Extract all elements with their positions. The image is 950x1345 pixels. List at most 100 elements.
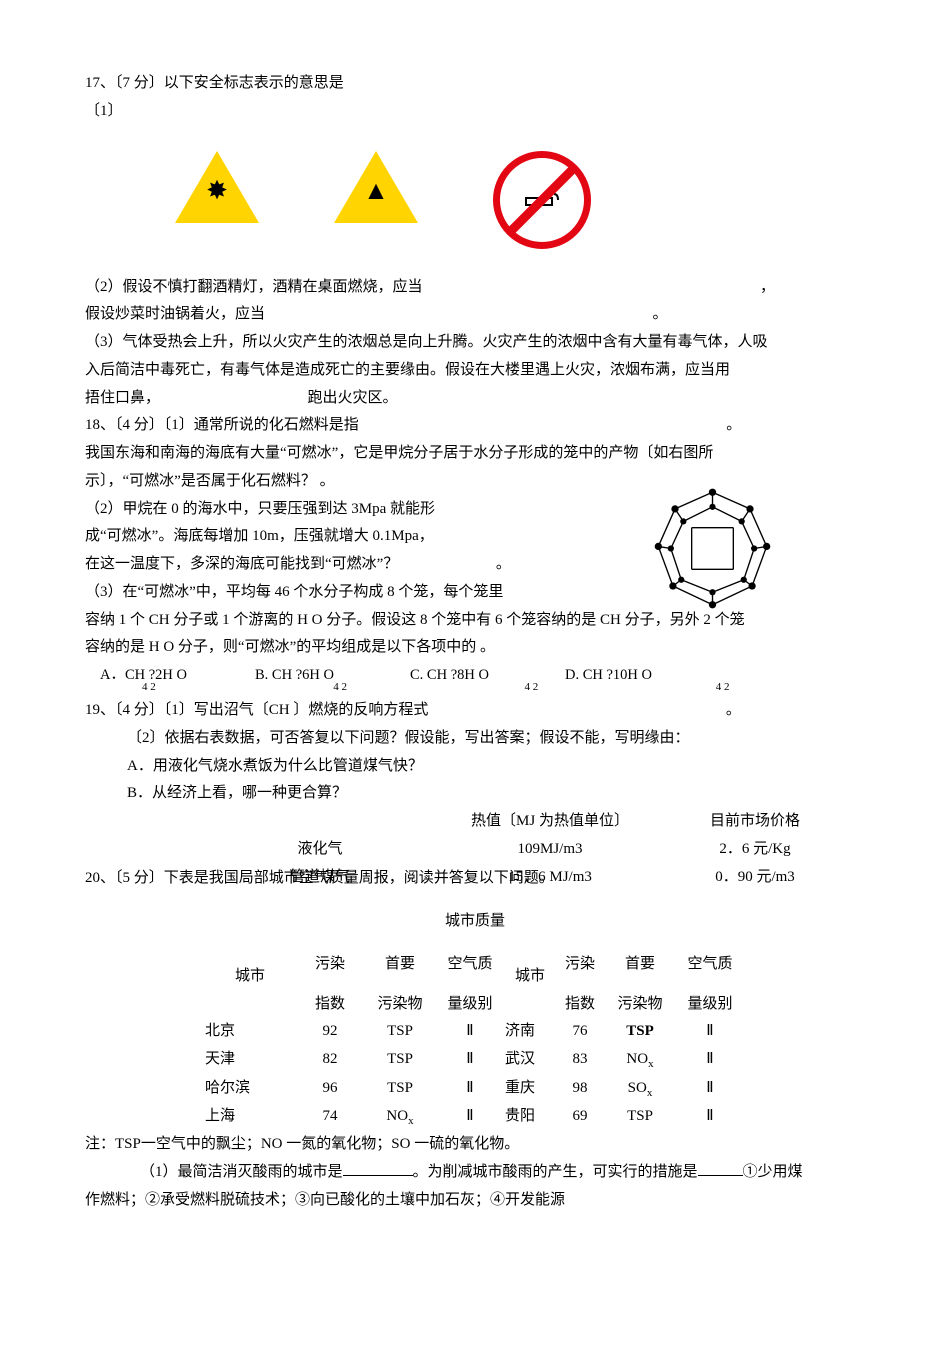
table-cell: SOx [605,1075,675,1103]
explosion-warning-icon: ✸ [175,151,259,223]
table-cell: Ⅱ [675,1018,745,1046]
col-pol-a2: 首要 [605,951,675,991]
q19-fuel-row1: 液化气 109MJ/m3 2．6 元/Kg [85,836,865,864]
q18-l7: 容纳 1 个 CH 分子或 1 个游离的 H O 分子。假设这 8 个笼中有 6… [85,607,865,635]
table-cell: 上海 [205,1103,295,1131]
col-pol-a: 首要 [365,951,435,991]
q20-title: 城市质量 [85,908,865,936]
col-idx-b2: 指数 [555,991,605,1019]
table-cell: TSP [605,1018,675,1046]
q17-line3c-a: 捂住口鼻， [85,390,160,406]
table-cell: 北京 [205,1018,295,1046]
q18-header: 18、〔4 分〕〔1〕通常所说的化石燃料是指 。 [85,412,865,440]
q19-header: 19、〔4 分〕〔1〕写出沼气〔CH 〕燃烧的反响方程式 。 [85,697,865,725]
no-smoking-icon [493,151,591,249]
table-cell: Ⅱ [675,1046,745,1074]
table-cell: TSP [605,1103,675,1131]
fuel-r2-price: 0．90 元/m3 [665,864,845,892]
table-row: 上海74NOxⅡ贵阳69TSPⅡ [205,1103,865,1131]
q18-l5-tail: 。 [496,556,511,572]
q17-line3c-b: 跑出火灾区。 [308,390,398,406]
q17-line2b: 假设炒菜时油锅着火，应当 。 [85,301,865,329]
table-cell: 96 [295,1075,365,1103]
fuel-r1-name: 液化气 [205,836,435,864]
col-idx-a: 污染 [295,951,365,991]
q17-line3c: 捂住口鼻， 跑出火灾区。 [85,385,865,413]
col-pol-b: 污染物 [365,991,435,1019]
q20-q1b: 。为削减城市酸雨的产生，可实行的措施是 [413,1164,698,1180]
q17-sub1: 〔1〕 [85,98,865,126]
q18-l5-text: 在这一温度下，多深的海底可能找到“可燃冰”？ [85,556,398,572]
q20-q1c: ①少用煤 [743,1164,803,1180]
table-cell: Ⅱ [435,1046,505,1074]
table-cell: 76 [555,1018,605,1046]
table-cell: 74 [295,1103,365,1131]
table-cell: 济南 [505,1018,555,1046]
table-cell: Ⅱ [435,1075,505,1103]
q17-line2a: （2）假设不慎打翻酒精灯，酒精在桌面燃烧，应当 ， [85,274,865,302]
q17-line3a: （3）气体受热会上升，所以火灾产生的浓烟总是向上升腾。火灾产生的浓烟中含有大量有… [85,329,865,357]
table-cell: Ⅱ [675,1075,745,1103]
col-city: 城市 [205,951,295,991]
table-cell: TSP [365,1075,435,1103]
q20-q1d: 作燃料；②承受燃料脱硫技术；③向已酸化的土壤中加石灰；④开发能源 [85,1187,865,1215]
col-lvl-a2: 空气质 [675,951,745,991]
table-cell: 贵阳 [505,1103,555,1131]
table-row: 北京92TSPⅡ济南76TSPⅡ [205,1018,865,1046]
q18-header-tail: 。 [726,417,741,433]
blank-1 [343,1161,413,1176]
flammable-warning-icon: ▲ [334,151,418,223]
q18-header-text: 18、〔4 分〕〔1〕通常所说的化石燃料是指 [85,417,359,433]
q20-note: 注：TSP一空气中的飘尘；NO 一氮的氧化物；SO 一硫的氧化物。 [85,1131,865,1159]
fuel-r1-hv: 109MJ/m3 [435,836,665,864]
fuel-col-name [205,808,435,836]
q18-l1: 我国东海和南海的海底有大量“可燃冰”，它是甲烷分子居于水分子形成的笼中的产物〔如… [85,440,865,468]
table-cell: 武汉 [505,1046,555,1074]
table-cell: Ⅱ [435,1018,505,1046]
table-cell: NOx [605,1046,675,1074]
col-pol-b2: 污染物 [605,991,675,1019]
table-cell: Ⅱ [675,1103,745,1131]
col-lvl-b2: 量级别 [675,991,745,1019]
q18-opt-c-sub: 4 2 [483,677,674,697]
q17-line2a-text: （2）假设不慎打翻酒精灯，酒精在桌面燃烧，应当 [85,279,423,295]
q18-opt-b-sub: 4 2 [291,677,482,697]
table-cell: 92 [295,1018,365,1046]
table-cell: 重庆 [505,1075,555,1103]
q17-line2a-tail: ， [760,279,775,295]
table-row: 天津82TSPⅡ武汉83NOxⅡ [205,1046,865,1074]
q20-q1a: （1）最简洁消灭酸雨的城市是 [140,1164,343,1180]
blank-2 [698,1161,743,1176]
table-cell: 98 [555,1075,605,1103]
city-header-row2: 指数 污染物 量级别 指数 污染物 量级别 [205,991,865,1019]
table-cell: 天津 [205,1046,295,1074]
fuel-col-heat-header: 热值〔MJ 为热值单位〕 [435,808,665,836]
q19-l2: 〔2〕依据右表数据，可否答复以下问题？假设能，写出答案；假设不能，写明缘由： [85,725,865,753]
q19-lB: B．从经济上看，哪一种更合算？ [85,780,865,808]
q18-opt-a-sub: 4 2 [100,677,291,697]
q17-line3b: 入后简洁中毒死亡，有毒气体是造成死亡的主要缘由。假设在大楼里遇上火灾，浓烟布满，… [85,357,865,385]
city-header-row1: 城市 污染 首要 空气质 城市 污染 首要 空气质 [205,951,865,991]
q17-line2b-tail: 。 [653,306,668,322]
q20-city-table: 城市 污染 首要 空气质 城市 污染 首要 空气质 指数 污染物 量级别 指数 … [85,951,865,1131]
col-lvl-b: 量级别 [435,991,505,1019]
col-lvl-a: 空气质 [435,951,505,991]
table-cell: NOx [365,1103,435,1131]
q18-l8: 容纳的是 H O 分子，则“可燃冰”的平均组成是以下各项中的 。 [85,634,865,662]
col-idx-b: 指数 [295,991,365,1019]
table-cell: TSP [365,1018,435,1046]
table-cell: 哈尔滨 [205,1075,295,1103]
col-idx-a2: 污染 [555,951,605,991]
fuel-r1-price: 2．6 元/Kg [665,836,845,864]
q17-line2b-text: 假设炒菜时油锅着火，应当 [85,306,265,322]
table-cell: 83 [555,1046,605,1074]
clathrate-diagram-icon [650,486,775,611]
fuel-col-price-header: 目前市场价格 [665,808,845,836]
table-cell: TSP [365,1046,435,1074]
table-row: 哈尔滨96TSPⅡ重庆98SOxⅡ [205,1075,865,1103]
q19-header-text: 19、〔4 分〕〔1〕写出沼气〔CH 〕燃烧的反响方程式 [85,702,428,718]
q20-q1-line1: （1）最简洁消灭酸雨的城市是 。为削减城市酸雨的产生，可实行的措施是 ①少用煤 [85,1159,865,1187]
table-cell: 69 [555,1103,605,1131]
q19-lA: A．用液化气烧水煮饭为什么比管道煤气快？ [85,753,865,781]
q19-fuel-table: 热值〔MJ 为热值单位〕 目前市场价格 [85,808,865,836]
